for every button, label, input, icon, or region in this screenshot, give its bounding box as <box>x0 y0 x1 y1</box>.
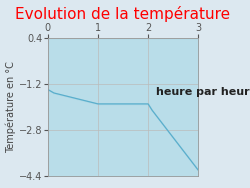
Text: heure par heure: heure par heure <box>156 87 250 97</box>
Title: Evolution de la température: Evolution de la température <box>16 6 231 22</box>
Y-axis label: Température en °C: Température en °C <box>6 61 16 153</box>
